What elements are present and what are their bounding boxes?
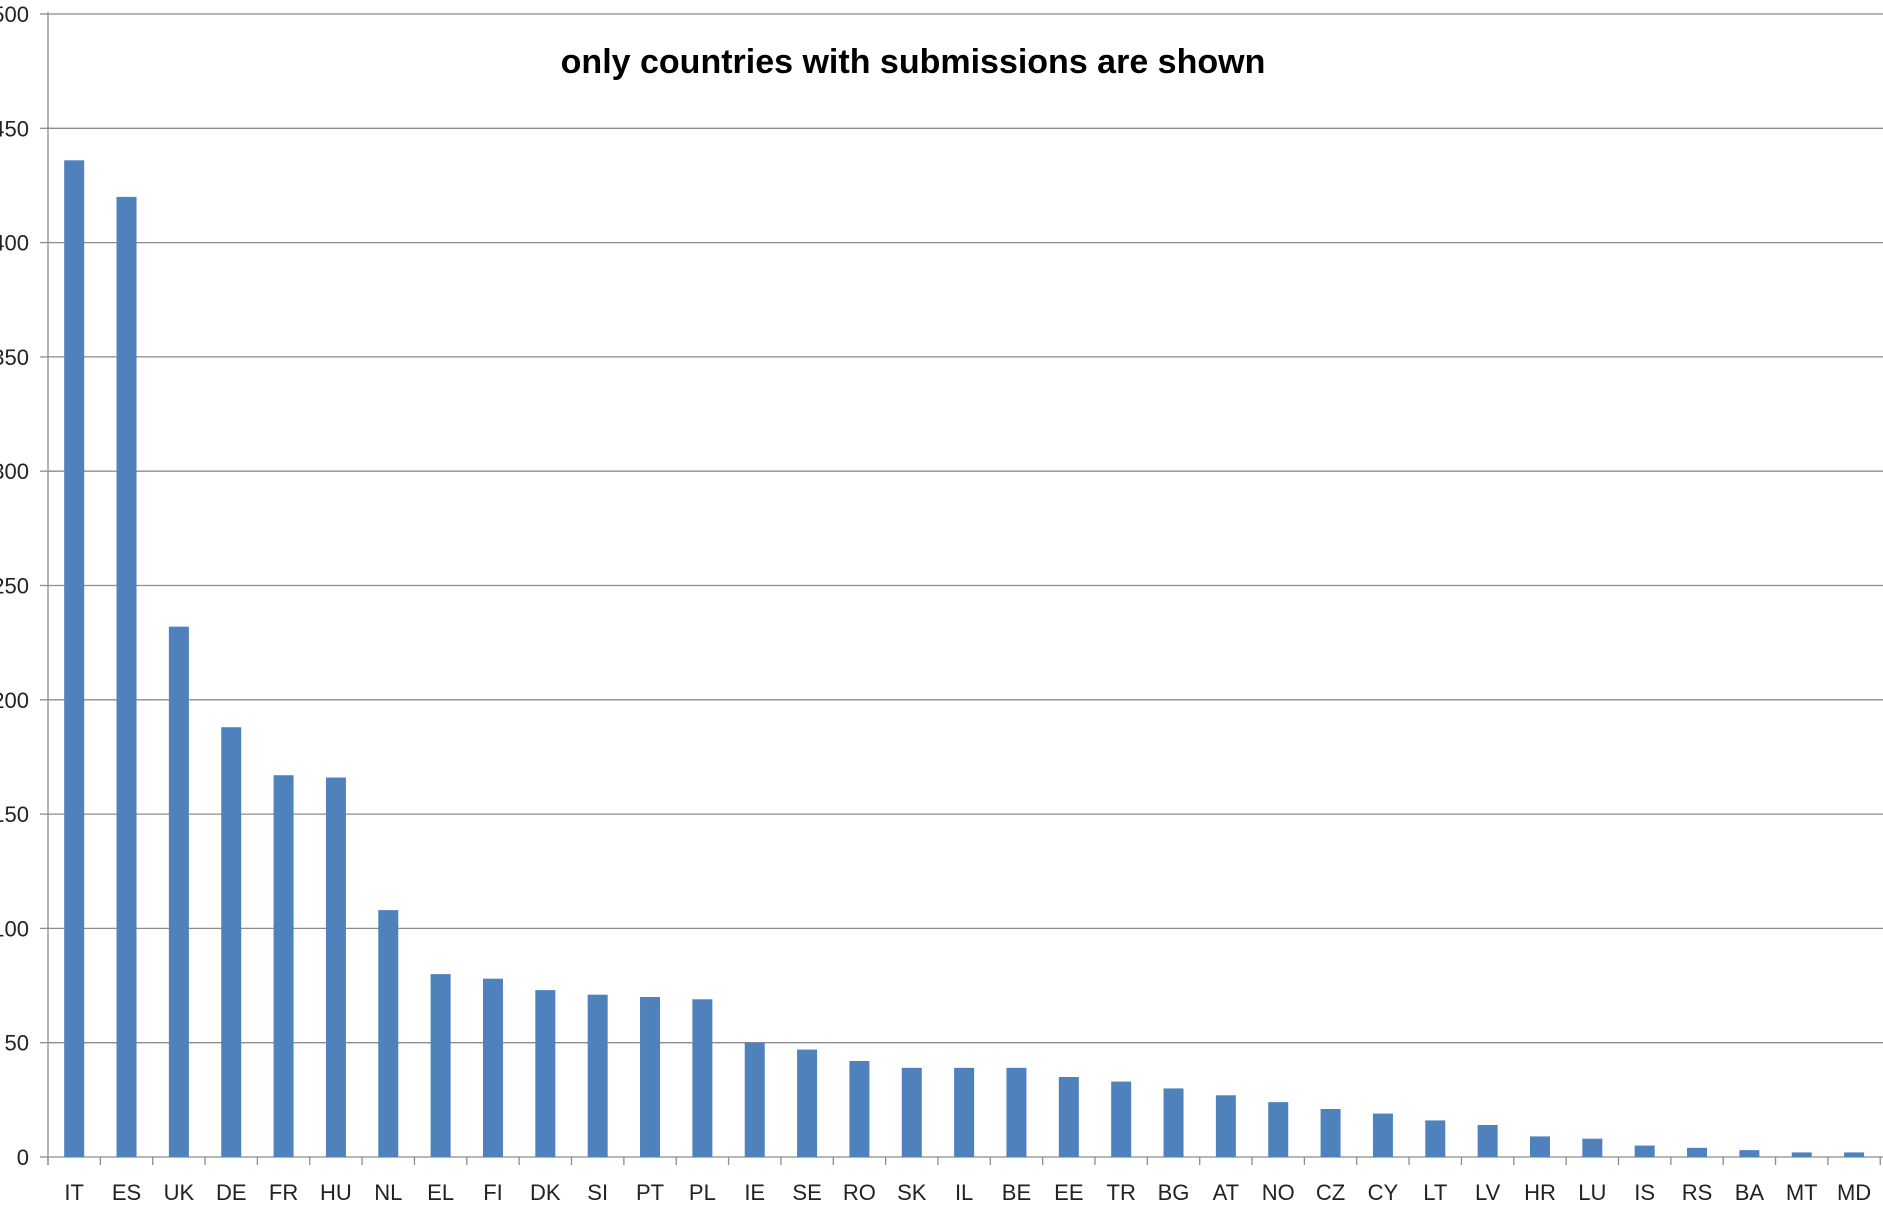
x-tick-label-EL: EL bbox=[427, 1180, 454, 1205]
x-tick-label-BA: BA bbox=[1735, 1180, 1765, 1205]
bar-SI bbox=[587, 994, 608, 1157]
x-tick-label-CY: CY bbox=[1368, 1180, 1399, 1205]
y-tick-label: 450 bbox=[0, 116, 29, 141]
bar-HU bbox=[325, 777, 346, 1157]
chart-title: only countries with submissions are show… bbox=[561, 43, 1266, 81]
bar-BG bbox=[1163, 1088, 1184, 1157]
bar-FR bbox=[273, 775, 294, 1157]
bar-PT bbox=[640, 996, 661, 1157]
bar-RS bbox=[1687, 1147, 1708, 1157]
x-tick-label-HR: HR bbox=[1524, 1180, 1556, 1205]
bar-NL bbox=[378, 910, 399, 1157]
x-tick-label-DK: DK bbox=[530, 1180, 561, 1205]
y-tick-label: 150 bbox=[0, 802, 29, 827]
bar-CZ bbox=[1320, 1108, 1341, 1157]
bar-TR bbox=[1111, 1081, 1132, 1157]
y-tick-label: 500 bbox=[0, 2, 29, 27]
x-tick-label-IL: IL bbox=[955, 1180, 973, 1205]
x-tick-label-SE: SE bbox=[792, 1180, 821, 1205]
x-tick-label-AT: AT bbox=[1213, 1180, 1239, 1205]
x-tick-label-SK: SK bbox=[897, 1180, 927, 1205]
y-tick-label: 350 bbox=[0, 345, 29, 370]
x-tick-label-HU: HU bbox=[320, 1180, 352, 1205]
x-tick-label-PT: PT bbox=[636, 1180, 664, 1205]
x-tick-label-TR: TR bbox=[1107, 1180, 1136, 1205]
gridlines bbox=[48, 13, 1883, 1044]
x-tick-label-PL: PL bbox=[689, 1180, 716, 1205]
y-tick-label: 0 bbox=[17, 1145, 29, 1170]
bar-DE bbox=[221, 727, 242, 1157]
x-tick-label-LT: LT bbox=[1423, 1180, 1447, 1205]
bars bbox=[64, 160, 1865, 1157]
x-tick-label-CZ: CZ bbox=[1316, 1180, 1345, 1205]
x-tick-label-SI: SI bbox=[587, 1180, 608, 1205]
bar-IS bbox=[1634, 1145, 1655, 1157]
bar-MD bbox=[1844, 1152, 1865, 1157]
bar-RO bbox=[849, 1060, 870, 1157]
bar-DK bbox=[535, 990, 556, 1157]
bar-NO bbox=[1268, 1102, 1289, 1157]
x-tick-label-LV: LV bbox=[1475, 1180, 1501, 1205]
x-tick-label-IE: IE bbox=[744, 1180, 765, 1205]
bar-EE bbox=[1058, 1076, 1079, 1157]
bar-LV bbox=[1477, 1124, 1498, 1157]
bar-EL bbox=[430, 974, 451, 1157]
axes bbox=[40, 12, 1883, 1165]
x-tick-label-RO: RO bbox=[843, 1180, 876, 1205]
x-tick-label-BG: BG bbox=[1158, 1180, 1190, 1205]
x-tick-label-BE: BE bbox=[1002, 1180, 1031, 1205]
bar-UK bbox=[168, 626, 189, 1157]
x-tick-label-ES: ES bbox=[112, 1180, 141, 1205]
bar-CY bbox=[1372, 1113, 1393, 1157]
y-tick-label: 300 bbox=[0, 459, 29, 484]
x-tick-label-FR: FR bbox=[269, 1180, 298, 1205]
bar-MT bbox=[1791, 1152, 1812, 1157]
bar-LU bbox=[1582, 1138, 1603, 1157]
x-tick-label-DE: DE bbox=[216, 1180, 247, 1205]
bar-ES bbox=[116, 196, 137, 1157]
bar-IE bbox=[744, 1042, 765, 1157]
y-tick-label: 200 bbox=[0, 688, 29, 713]
x-tick-label-LU: LU bbox=[1578, 1180, 1606, 1205]
y-tick-label: 100 bbox=[0, 916, 29, 941]
bar-IT bbox=[64, 160, 85, 1157]
bar-LT bbox=[1425, 1120, 1446, 1157]
x-tick-label-IS: IS bbox=[1634, 1180, 1655, 1205]
x-tick-label-NL: NL bbox=[374, 1180, 402, 1205]
bar-FI bbox=[482, 978, 503, 1157]
x-tick-label-FI: FI bbox=[483, 1180, 503, 1205]
bar-IL bbox=[954, 1067, 975, 1157]
x-tick-label-NO: NO bbox=[1262, 1180, 1295, 1205]
bar-HR bbox=[1529, 1136, 1550, 1157]
bar-PL bbox=[692, 999, 713, 1157]
x-tick-label-MD: MD bbox=[1837, 1180, 1871, 1205]
bar-BE bbox=[1006, 1067, 1027, 1157]
x-tick-label-MT: MT bbox=[1786, 1180, 1818, 1205]
bar-SE bbox=[797, 1049, 818, 1157]
bar-BA bbox=[1739, 1150, 1760, 1157]
bar-SK bbox=[901, 1067, 922, 1157]
y-tick-label: 50 bbox=[5, 1031, 29, 1056]
x-tick-label-RS: RS bbox=[1682, 1180, 1713, 1205]
y-tick-label: 400 bbox=[0, 231, 29, 256]
x-tick-label-UK: UK bbox=[164, 1180, 195, 1205]
x-tick-label-IT: IT bbox=[64, 1180, 84, 1205]
x-tick-label-EE: EE bbox=[1054, 1180, 1083, 1205]
bar-AT bbox=[1215, 1095, 1236, 1157]
y-tick-label: 250 bbox=[0, 574, 29, 599]
